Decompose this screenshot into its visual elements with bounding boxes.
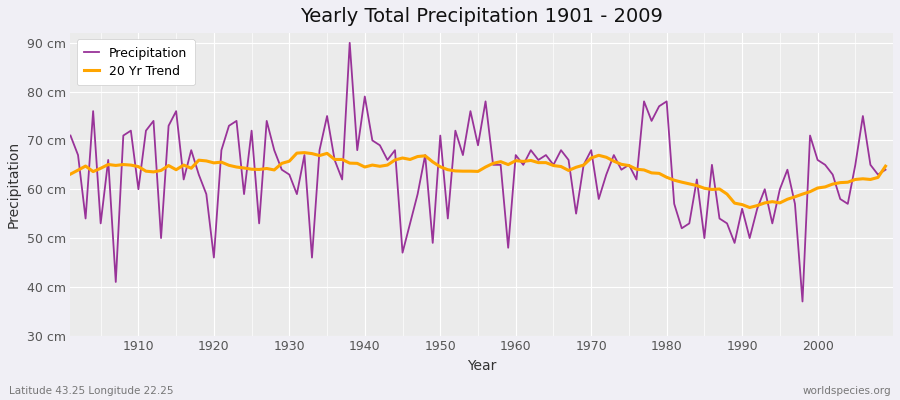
- Line: Precipitation: Precipitation: [70, 43, 886, 302]
- Precipitation: [337, 177, 347, 182]
- Legend: Precipitation, 20 Yr Trend: Precipitation, 20 Yr Trend: [76, 39, 195, 85]
- Precipitation: [125, 128, 136, 133]
- Precipitation: [608, 153, 619, 158]
- Title: Yearly Total Precipitation 1901 - 2009: Yearly Total Precipitation 1901 - 2009: [301, 7, 663, 26]
- Precipitation: [797, 299, 808, 304]
- X-axis label: Year: Year: [467, 359, 497, 373]
- Text: Latitude 43.25 Longitude 22.25: Latitude 43.25 Longitude 22.25: [9, 386, 174, 396]
- 20 Yr Trend: [608, 159, 619, 164]
- 20 Yr Trend: [744, 205, 755, 210]
- 20 Yr Trend: [880, 164, 891, 168]
- Precipitation: [518, 162, 528, 167]
- Y-axis label: Precipitation: Precipitation: [7, 141, 21, 228]
- 20 Yr Trend: [299, 150, 310, 155]
- 20 Yr Trend: [510, 158, 521, 163]
- 20 Yr Trend: [125, 163, 136, 168]
- 20 Yr Trend: [292, 151, 302, 156]
- Line: 20 Yr Trend: 20 Yr Trend: [70, 153, 886, 208]
- Precipitation: [510, 153, 521, 158]
- Precipitation: [345, 40, 356, 45]
- Precipitation: [292, 192, 302, 196]
- 20 Yr Trend: [518, 159, 528, 164]
- Precipitation: [65, 133, 76, 138]
- 20 Yr Trend: [65, 172, 76, 176]
- 20 Yr Trend: [345, 161, 356, 166]
- Text: worldspecies.org: worldspecies.org: [803, 386, 891, 396]
- Precipitation: [880, 167, 891, 172]
